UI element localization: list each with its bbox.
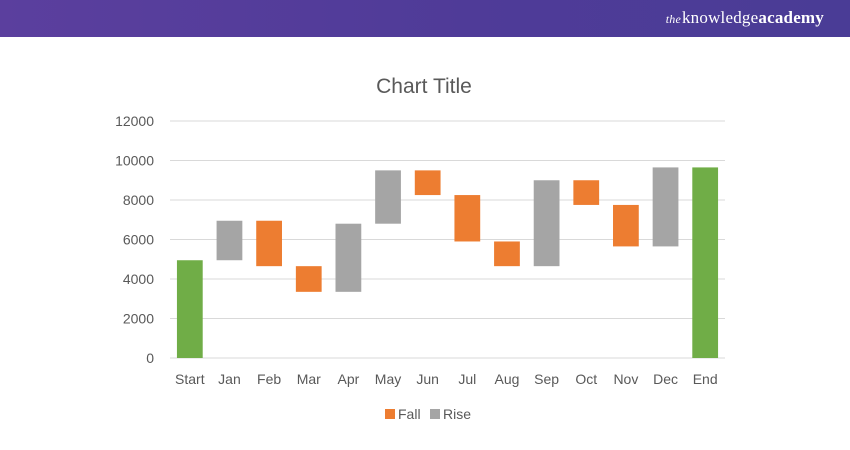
x-tick-label: Apr: [337, 371, 359, 387]
x-tick-label: Mar: [297, 371, 321, 387]
bar-end: [692, 167, 719, 358]
x-tick-label: End: [693, 371, 718, 387]
bar-jul: [454, 195, 481, 242]
bar-oct: [573, 180, 600, 205]
x-tick-label: Jun: [416, 371, 439, 387]
y-tick-label: 2000: [123, 311, 154, 327]
bars: [176, 167, 719, 358]
x-tick-label: May: [375, 371, 401, 387]
brand-word1: knowledge: [681, 8, 759, 27]
y-tick-label: 6000: [123, 232, 154, 248]
x-tick-label: Dec: [653, 371, 678, 387]
legend: Fall Rise: [385, 406, 471, 422]
bar-mar: [295, 266, 322, 292]
y-tick-label: 4000: [123, 271, 154, 287]
chart-title: Chart Title: [376, 75, 472, 98]
bar-feb: [256, 220, 282, 267]
x-tick-label: Jan: [218, 371, 241, 387]
y-tick-label: 12000: [115, 113, 154, 129]
bar-nov: [613, 204, 639, 247]
x-tick-label: Start: [175, 371, 205, 387]
bar-dec: [652, 167, 679, 247]
bar-jan: [216, 220, 243, 261]
y-axis-ticks: 0 2000 4000 6000 8000 10000 12000: [115, 113, 154, 366]
x-tick-label: Aug: [495, 371, 520, 387]
legend-label-fall: Fall: [398, 406, 421, 422]
x-tick-label: Sep: [534, 371, 559, 387]
bar-jun: [414, 170, 441, 196]
brand-word2: academy: [758, 8, 824, 27]
brand-logo[interactable]: theknowledgeacademy: [666, 8, 824, 28]
y-tick-label: 10000: [115, 153, 154, 169]
x-tick-label: Nov: [613, 371, 638, 387]
legend-label-rise: Rise: [443, 406, 471, 422]
bar-aug: [494, 241, 520, 267]
x-tick-label: Jul: [458, 371, 476, 387]
bar-start: [176, 260, 203, 358]
x-axis-ticks: Start Jan Feb Mar Apr May Jun Jul Aug Sep Oct Nov De…: [175, 371, 718, 387]
bar-may: [375, 170, 401, 224]
y-tick-label: 0: [146, 350, 154, 366]
brand-prefix: the: [665, 12, 681, 26]
bar-sep: [533, 180, 560, 267]
x-tick-label: Oct: [575, 371, 597, 387]
legend-swatch-rise: [430, 409, 440, 419]
legend-swatch-fall: [385, 409, 395, 419]
header-banner: theknowledgeacademy: [0, 0, 850, 37]
waterfall-chart: Chart Title 020004000600080001000012000 …: [115, 75, 725, 422]
x-tick-label: Feb: [257, 371, 281, 387]
y-tick-label: 8000: [123, 192, 154, 208]
bar-apr: [335, 223, 362, 292]
grid-lines: [170, 120, 725, 359]
